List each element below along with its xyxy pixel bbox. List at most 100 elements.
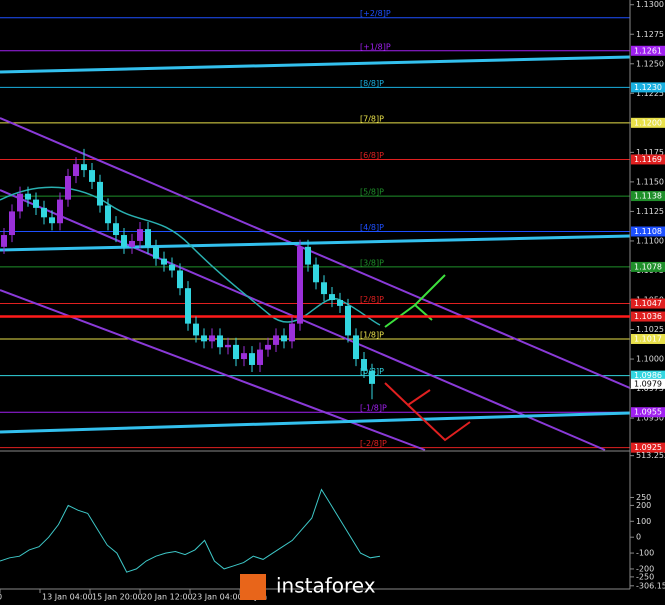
price-chip bbox=[631, 191, 665, 202]
candle-body bbox=[97, 181, 103, 206]
candle-body bbox=[361, 359, 367, 371]
price-chip-label: 1.1169 bbox=[634, 155, 662, 164]
channel-line bbox=[0, 117, 631, 389]
price-chip bbox=[631, 333, 665, 344]
logo-icon bbox=[240, 574, 266, 600]
candle-body bbox=[33, 199, 39, 208]
y-tick-label: -100 bbox=[636, 549, 654, 558]
candle-body bbox=[297, 246, 303, 324]
price-chip-label: 1.1261 bbox=[634, 46, 662, 55]
candle-body bbox=[233, 344, 239, 360]
price-chip bbox=[631, 442, 665, 453]
price-chip-label: 1.0979 bbox=[634, 379, 662, 388]
candle-body bbox=[81, 164, 87, 171]
candle-body bbox=[201, 335, 207, 342]
trend-line bbox=[0, 234, 631, 252]
price-chip-label: 1.1017 bbox=[634, 334, 662, 343]
candle-body bbox=[185, 288, 191, 324]
price-chip-label: 1.0955 bbox=[634, 408, 662, 417]
candle-body bbox=[17, 193, 23, 212]
y-tick-label: 1.0950 bbox=[636, 414, 664, 423]
candle-body bbox=[169, 264, 175, 271]
candle-body bbox=[369, 370, 375, 384]
level-name: [1/8]P bbox=[360, 330, 384, 339]
candle-body bbox=[353, 335, 359, 360]
indicator-line bbox=[0, 488, 381, 573]
candle-body bbox=[89, 170, 95, 182]
y-tick-label: 1.1175 bbox=[636, 148, 664, 157]
candle-body bbox=[65, 175, 71, 200]
candle-body bbox=[321, 282, 327, 295]
candle-body bbox=[105, 205, 111, 224]
candle-body bbox=[161, 258, 167, 265]
candle-body bbox=[73, 164, 79, 176]
candle-body bbox=[273, 335, 279, 345]
candle-body bbox=[153, 246, 159, 259]
logo: instaforex bbox=[240, 574, 376, 600]
candle-body bbox=[209, 335, 215, 342]
price-chip-label: 1.1108 bbox=[634, 227, 662, 236]
price-chip bbox=[631, 261, 665, 272]
candle-body bbox=[177, 270, 183, 289]
price-chip-label: 1.0925 bbox=[634, 443, 662, 452]
y-tick-label: 513.2528 bbox=[636, 451, 665, 460]
candle-body bbox=[313, 264, 319, 283]
price-chip bbox=[631, 298, 665, 309]
y-tick-label: 1.1100 bbox=[636, 236, 664, 245]
level-name: [5/8]P bbox=[360, 188, 384, 197]
forecast-arrow bbox=[407, 404, 471, 442]
level-name: [6/8]P bbox=[360, 151, 384, 160]
price-chip-label: 1.1230 bbox=[634, 83, 662, 92]
level-name: [3/8]P bbox=[360, 258, 384, 267]
candle-body bbox=[281, 335, 287, 342]
candle-body bbox=[129, 240, 135, 247]
candle-body bbox=[145, 229, 151, 247]
price-chip-label: 1.1036 bbox=[634, 312, 662, 321]
price-chip bbox=[631, 82, 665, 93]
x-tick-label: 15 Jan 20:00 bbox=[92, 593, 143, 602]
candle-body bbox=[9, 211, 15, 236]
candle-body bbox=[249, 353, 255, 365]
price-chip-label: 1.1047 bbox=[634, 299, 662, 308]
price-chip-label: 1.1138 bbox=[634, 192, 662, 201]
price-chip-label: 1.0986 bbox=[634, 371, 662, 380]
x-tick-label: 23 Jan 04:00 bbox=[192, 593, 243, 602]
price-chip bbox=[631, 45, 665, 56]
level-name: [-2/8]P bbox=[360, 439, 387, 448]
y-tick-label: 100 bbox=[636, 517, 651, 526]
candle-body bbox=[345, 305, 351, 336]
y-tick-label: 0 bbox=[636, 533, 641, 542]
y-tick-label: 1.1000 bbox=[636, 355, 664, 364]
price-chip bbox=[631, 370, 665, 381]
candle-body bbox=[257, 349, 263, 365]
x-tick-label: 20 Jan 12:00 bbox=[142, 593, 193, 602]
y-tick-label: -200 bbox=[636, 564, 654, 573]
level-name: [+1/8]P bbox=[360, 42, 391, 51]
price-chip-label: 1.1200 bbox=[634, 118, 662, 127]
price-chip-label: 1.1078 bbox=[634, 262, 662, 271]
price-chip bbox=[631, 117, 665, 128]
candle-body bbox=[241, 353, 247, 360]
y-tick-label: 200 bbox=[636, 501, 651, 510]
y-tick-label: 1.1125 bbox=[636, 207, 664, 216]
price-chip bbox=[631, 311, 665, 322]
y-tick-label: 1.1275 bbox=[636, 30, 664, 39]
candle-body bbox=[121, 235, 127, 247]
candle-body bbox=[49, 217, 55, 224]
y-tick-label: 1.1250 bbox=[636, 59, 664, 68]
y-tick-label: 1.1150 bbox=[636, 177, 664, 186]
candle-body bbox=[41, 207, 47, 218]
candle-body bbox=[217, 335, 223, 348]
candle-body bbox=[225, 344, 231, 348]
level-name: [-1/8]P bbox=[360, 404, 387, 413]
trend-line bbox=[0, 411, 631, 434]
price-chip bbox=[631, 407, 665, 418]
y-tick-label: 1.1025 bbox=[636, 325, 664, 334]
x-tick-label: 13 Jan 04:00 bbox=[42, 593, 93, 602]
level-name: [4/8]P bbox=[360, 223, 384, 232]
candle-body bbox=[329, 294, 335, 300]
price-chip bbox=[631, 378, 665, 389]
candle-body bbox=[137, 229, 143, 241]
candle-body bbox=[57, 199, 63, 224]
candle-body bbox=[113, 223, 119, 236]
